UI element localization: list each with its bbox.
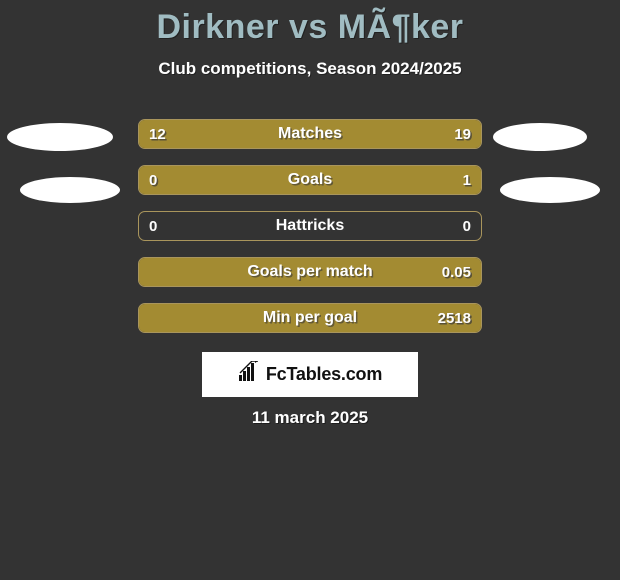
bar-left bbox=[139, 120, 272, 148]
bar-track: 0 Hattricks 0 bbox=[138, 211, 482, 241]
stat-row-hattricks: 0 Hattricks 0 bbox=[0, 203, 620, 249]
bar-track: Goals per match 0.05 bbox=[138, 257, 482, 287]
bar-right bbox=[138, 258, 481, 286]
left-team-logo bbox=[20, 177, 120, 203]
stat-row-goals-per-match: Goals per match 0.05 bbox=[0, 249, 620, 295]
bar-track: Min per goal 2518 bbox=[138, 303, 482, 333]
page-title: Dirkner vs MÃ¶ker bbox=[0, 0, 620, 47]
bar-track: 12 Matches 19 bbox=[138, 119, 482, 149]
date-label: 11 march 2025 bbox=[0, 408, 620, 428]
stat-label: Hattricks bbox=[139, 212, 481, 240]
subtitle: Club competitions, Season 2024/2025 bbox=[0, 59, 620, 79]
value-right: 0 bbox=[463, 212, 471, 240]
brand-text: FcTables.com bbox=[266, 364, 382, 385]
chart-bars-icon bbox=[238, 361, 262, 388]
bar-right bbox=[158, 166, 481, 194]
left-team-logo bbox=[7, 123, 113, 151]
stat-row-min-per-goal: Min per goal 2518 bbox=[0, 295, 620, 341]
brand-box: FcTables.com bbox=[202, 352, 418, 397]
right-team-logo bbox=[493, 123, 587, 151]
bar-right bbox=[270, 120, 481, 148]
bar-track: 0 Goals 1 bbox=[138, 165, 482, 195]
value-left: 0 bbox=[149, 212, 157, 240]
bar-right bbox=[138, 304, 481, 332]
bar-left bbox=[139, 166, 160, 194]
right-team-logo bbox=[500, 177, 600, 203]
